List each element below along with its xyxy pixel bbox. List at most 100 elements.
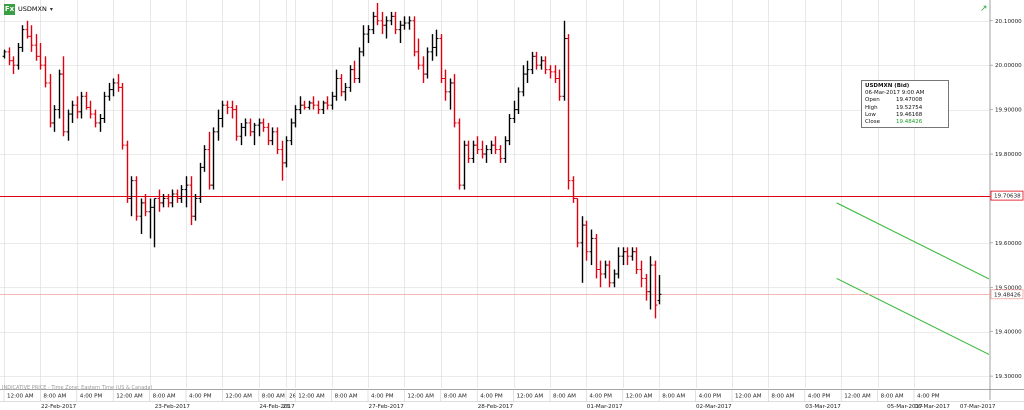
trend-arrow-icon[interactable]: ↗ bbox=[980, 4, 988, 14]
ohlc-bar bbox=[166, 194, 171, 208]
ohlc-bar bbox=[161, 194, 166, 208]
ohlc-bar bbox=[512, 100, 517, 123]
ohlc-bar bbox=[139, 198, 144, 234]
fx-icon: Fx bbox=[4, 3, 15, 15]
y-tick-label: 19.90000 bbox=[995, 108, 1022, 114]
x-date-label: 02-Mar-2017 bbox=[696, 404, 732, 410]
ohlc-bar bbox=[289, 118, 294, 146]
x-tick-label: 12:00 AM bbox=[116, 394, 143, 400]
ohlc-bar bbox=[325, 96, 330, 110]
ohlc-bar bbox=[348, 65, 353, 92]
ohlc-bar bbox=[566, 34, 571, 190]
price-label-box-last bbox=[990, 289, 1024, 300]
x-tick-label: 8:00 AM bbox=[771, 394, 794, 400]
x-tick-label: 4:00 PM bbox=[917, 394, 940, 400]
x-tick-label: 4:00 PM bbox=[480, 394, 503, 400]
ohlc-bar bbox=[507, 114, 512, 146]
x-tick-label: 4:00 PM bbox=[589, 394, 612, 400]
tooltip-title: USDMXN (Bid) bbox=[865, 83, 910, 89]
ohlc-bar bbox=[134, 176, 139, 221]
ohlc-bar bbox=[2, 49, 7, 59]
x-tick-label: 8:00 AM bbox=[335, 394, 358, 400]
x-tick-label: 8:00 AM bbox=[43, 394, 66, 400]
tooltip-row-open: Open 19.47008 bbox=[865, 97, 945, 104]
ohlc-bar bbox=[261, 118, 266, 132]
x-axis: 12:00 AM 8:00 AM 4:00 PM 12:00 AM 8:00 AM 4:0… bbox=[3, 389, 996, 410]
ohlc-bar bbox=[61, 56, 66, 137]
x-tick-label: 12:00 AM bbox=[735, 394, 762, 400]
ohlc-bar bbox=[266, 122, 271, 146]
ohlc-bar bbox=[107, 82, 112, 101]
ohlc-bar bbox=[239, 122, 244, 146]
ohlc-bar bbox=[230, 100, 235, 119]
ohlc-bar bbox=[302, 100, 307, 110]
ohlc-bar bbox=[571, 176, 576, 203]
tooltip-label: Close bbox=[865, 119, 880, 126]
tooltip-row-close: Close 19.48426 bbox=[865, 119, 945, 126]
ohlc-bar bbox=[534, 51, 539, 70]
ohlc-bar bbox=[311, 96, 316, 110]
x-date-label: 23-Feb-2017 bbox=[155, 404, 191, 410]
x-date-label: 01-Mar-2017 bbox=[587, 404, 623, 410]
indicative-price-note: INDICATIVE PRICE - Time Zone: Eastern Ti… bbox=[2, 385, 153, 391]
ohlc-bar bbox=[525, 60, 530, 83]
ohlc-bar bbox=[548, 65, 553, 79]
chevron-down-icon[interactable]: ▾ bbox=[49, 5, 53, 13]
tooltip-label: Low bbox=[865, 111, 876, 118]
ohlc-bar bbox=[84, 91, 89, 110]
ohlc-bar bbox=[439, 34, 444, 83]
instrument-selector[interactable]: Fx USDMXN ▾ bbox=[4, 2, 53, 16]
tooltip-row-high: High 19.52754 bbox=[865, 105, 945, 112]
channel-line-lower bbox=[836, 277, 990, 355]
ohlc-bar bbox=[20, 25, 25, 52]
ohlc-bar bbox=[243, 118, 248, 137]
ohlc-bar bbox=[152, 197, 157, 248]
ohlc-bar bbox=[452, 74, 457, 128]
ohlc-bar bbox=[484, 145, 489, 163]
ohlc-bar bbox=[607, 260, 612, 288]
ohlc-bar bbox=[143, 194, 148, 217]
ohlc-bar bbox=[284, 136, 289, 168]
ohlc-bar bbox=[298, 96, 303, 115]
ohlc-bar bbox=[443, 69, 448, 101]
x-date-label: 06-Mar-2017 bbox=[914, 404, 950, 410]
ohlc-bar bbox=[462, 140, 467, 190]
price-label-box-level bbox=[990, 190, 1024, 201]
y-axis: 20.10000 20.00000 19.90000 19.80000 19.60000… bbox=[990, 19, 1024, 380]
y-tick-label: 19.40000 bbox=[995, 330, 1022, 336]
ohlc-bar bbox=[425, 47, 430, 79]
x-tick-label: 4:00 PM bbox=[699, 394, 722, 400]
ohlc-bar bbox=[111, 78, 116, 97]
ohlc-bar bbox=[543, 56, 548, 75]
ohlc-bar bbox=[557, 69, 562, 101]
ohlc-bar bbox=[321, 100, 326, 115]
x-date-label: 22-Feb-2017 bbox=[41, 404, 77, 410]
ohlc-bar bbox=[330, 91, 335, 110]
ohlc-bar bbox=[471, 140, 476, 163]
ohlc-bar bbox=[120, 82, 125, 150]
ohlc-bar bbox=[498, 145, 503, 163]
ohlc-bar bbox=[66, 109, 71, 141]
ohlc-bar bbox=[562, 20, 567, 101]
x-tick-label: 12:00 AM bbox=[225, 394, 252, 400]
price-label-last: 19.48426 bbox=[994, 292, 1021, 298]
ohlc-bar bbox=[493, 136, 498, 155]
ohlc-bar bbox=[148, 198, 153, 239]
ohlc-bar bbox=[93, 109, 98, 128]
ohlc-bar bbox=[75, 96, 80, 119]
ohlc-bar bbox=[7, 47, 12, 66]
price-label-level: 19.70638 bbox=[994, 194, 1021, 200]
ohlc-bar bbox=[584, 220, 589, 261]
x-date-label: 27-Feb-2017 bbox=[369, 404, 405, 410]
ohlc-bar bbox=[594, 233, 599, 279]
x-date-label: 28-Feb-2017 bbox=[478, 404, 514, 410]
tooltip-label: High bbox=[865, 104, 878, 111]
ohlc-bar bbox=[11, 56, 16, 75]
tooltip-datetime: 06-Mar-2017 9:00 AM bbox=[865, 90, 925, 97]
ohlc-bar bbox=[366, 25, 371, 43]
ohlc-bar bbox=[475, 136, 480, 155]
ohlc-bar bbox=[644, 273, 649, 301]
tooltip-value: 19.46168 bbox=[896, 111, 923, 118]
ohlc-bar bbox=[79, 91, 84, 119]
